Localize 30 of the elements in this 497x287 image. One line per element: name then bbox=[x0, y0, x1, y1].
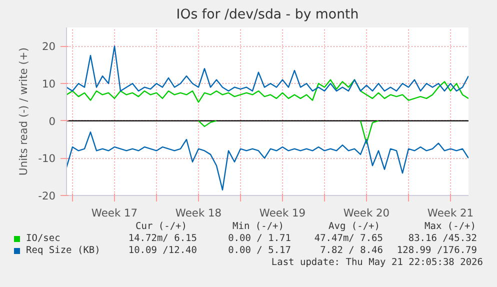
text: 128.99 /176.79 bbox=[396, 245, 477, 257]
y-tick-label: 0 bbox=[48, 114, 56, 128]
x-tick-label: Week 21 bbox=[427, 206, 474, 220]
chart-title: IOs for /dev/sda - by month bbox=[176, 8, 359, 22]
text: Last update: Thu May 21 22:05:38 2026 bbox=[271, 257, 483, 269]
text: Max (-/+) bbox=[424, 221, 476, 233]
text: 10.09 /12.40 bbox=[128, 245, 197, 257]
text: 0.00 / 5.17 bbox=[228, 245, 291, 257]
x-tick-label: Week 18 bbox=[175, 206, 222, 220]
text: Min (-/+) bbox=[232, 221, 284, 233]
y-axis-title: Units read (-) / write (+) bbox=[17, 48, 30, 176]
legend-label: Req Size (KB) bbox=[26, 245, 100, 257]
y-tick-label: 10 bbox=[42, 78, 56, 90]
line-series bbox=[66, 131, 468, 190]
text: 47.47m/ 7.65 bbox=[314, 233, 383, 245]
text: 14.72m/ 6.15 bbox=[128, 233, 197, 245]
text: Avg (-/+) bbox=[328, 221, 380, 233]
y-tick-label: -20 bbox=[38, 190, 56, 202]
text: Cur (-/+) bbox=[136, 221, 187, 233]
x-tick-label: Week 19 bbox=[259, 206, 306, 220]
text: 83.16 /45.32 bbox=[408, 233, 477, 245]
text: 7.82 / 8.46 bbox=[320, 245, 383, 257]
x-tick-label: Week 17 bbox=[91, 206, 138, 220]
text: 0.00 / 1.71 bbox=[228, 233, 291, 245]
y-tick-label: 20 bbox=[42, 40, 56, 54]
x-tick-label: Week 20 bbox=[343, 206, 390, 220]
line-series bbox=[66, 79, 468, 103]
line-series bbox=[66, 46, 468, 92]
legend-label: IO/sec bbox=[26, 233, 60, 245]
y-tick-label: -10 bbox=[38, 152, 56, 166]
